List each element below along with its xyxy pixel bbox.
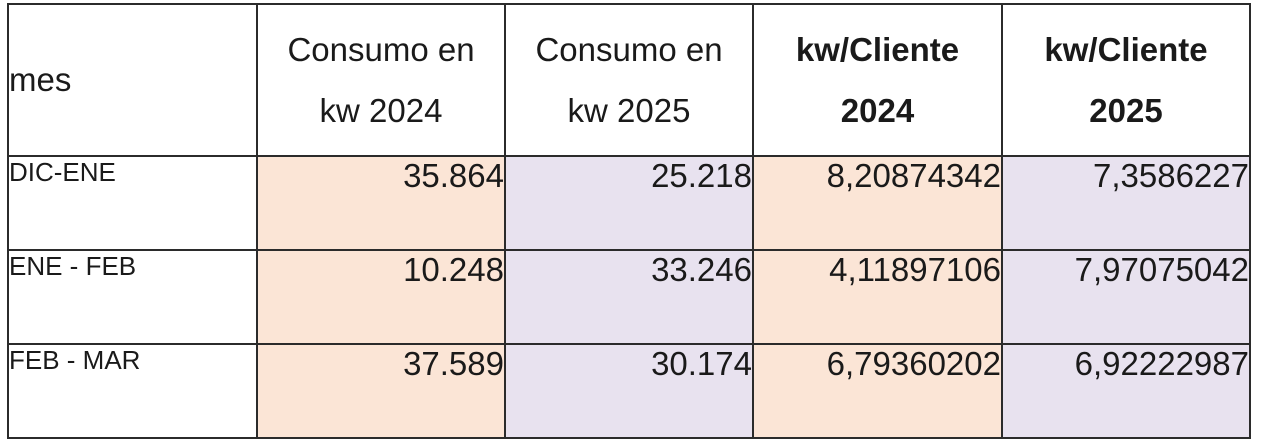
header-kw-cliente-2024-line1: kw/Cliente (795, 31, 960, 68)
cell-consumo-2024: 35.864 (256, 155, 506, 251)
cell-mes: FEB - MAR (7, 343, 258, 439)
cell-kw-cliente-2024: 6,79360202 (752, 343, 1003, 439)
cell-consumo-2024: 10.248 (256, 249, 506, 345)
header-consumo-2024: Consumo en kw 2024 (256, 3, 506, 157)
cell-consumo-2025: 33.246 (504, 249, 754, 345)
header-kw-cliente-2024-line2: 2024 (840, 92, 915, 129)
header-consumo-2024-line1: Consumo en (287, 31, 475, 68)
consumption-table: mes Consumo en kw 2024 Consumo en kw 202… (7, 3, 1251, 439)
cell-kw-cliente-2025: 6,92222987 (1001, 343, 1251, 439)
header-kw-cliente-2025-line1: kw/Cliente (1044, 31, 1208, 68)
header-mes: mes (7, 3, 258, 157)
cell-consumo-2025: 30.174 (504, 343, 754, 439)
cell-consumo-2025: 25.218 (504, 155, 754, 251)
table-row: ENE - FEB 10.248 33.246 4,11897106 7,970… (7, 249, 1251, 345)
header-consumo-2025-line1: Consumo en (535, 31, 723, 68)
header-mes-label: mes (9, 61, 72, 98)
cell-kw-cliente-2025: 7,97075042 (1001, 249, 1251, 345)
table-row: FEB - MAR 37.589 30.174 6,79360202 6,922… (7, 343, 1251, 439)
cell-kw-cliente-2024: 4,11897106 (752, 249, 1003, 345)
cell-kw-cliente-2025: 7,3586227 (1001, 155, 1251, 251)
cell-consumo-2024: 37.589 (256, 343, 506, 439)
header-consumo-2025-line2: kw 2025 (567, 92, 691, 129)
header-kw-cliente-2025-line2: 2025 (1089, 92, 1163, 129)
header-consumo-2024-line2: kw 2024 (319, 92, 443, 129)
header-kw-cliente-2025: kw/Cliente 2025 (1001, 3, 1251, 157)
cell-mes: DIC-ENE (7, 155, 258, 251)
cell-mes: ENE - FEB (7, 249, 258, 345)
table-row: DIC-ENE 35.864 25.218 8,20874342 7,35862… (7, 155, 1251, 251)
header-row: mes Consumo en kw 2024 Consumo en kw 202… (7, 3, 1251, 157)
header-consumo-2025: Consumo en kw 2025 (504, 3, 754, 157)
cell-kw-cliente-2024: 8,20874342 (752, 155, 1003, 251)
header-kw-cliente-2024: kw/Cliente 2024 (752, 3, 1003, 157)
